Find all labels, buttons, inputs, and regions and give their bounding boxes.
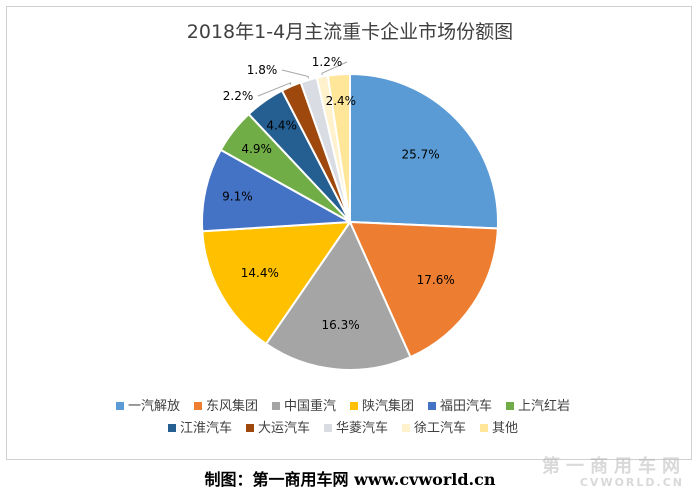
legend-swatch-jac — [168, 424, 176, 432]
legend-swatch-dayun — [246, 424, 254, 432]
leader-line-xcmg — [321, 61, 348, 76]
legend-label-other: 其他 — [492, 421, 518, 436]
chart-title: 2018年1-4月主流重卡企业市场份额图 — [187, 21, 513, 43]
legend-swatch-shaanxi — [350, 402, 358, 410]
legend-swatch-xcmg — [402, 424, 410, 432]
slice-labels: 25.7% 17.6% 16.3% 14.4% 9.1% 4.9% 4.4% 2.2% 1.8%… — [222, 55, 455, 332]
legend-label-shaanxi: 陕汽集团 — [362, 398, 414, 414]
footer-credit: 制图：第一商用车网 www.cvworld.cn — [204, 470, 496, 489]
slice-label-hualing: 1.8% — [247, 63, 278, 77]
legend-swatch-hualing — [324, 424, 332, 432]
legend-label-saic-hongyan: 上汽红岩 — [518, 398, 570, 414]
legend-label-dayun: 大运汽车 — [258, 420, 310, 436]
legend-swatch-sinotruk — [272, 402, 280, 410]
slice-label-sinotruk: 16.3% — [322, 318, 360, 332]
pie-slice-sinotruk — [264, 219, 412, 371]
slice-label-faw: 25.7% — [402, 147, 440, 161]
legend-swatch-faw — [116, 402, 124, 410]
slice-label-dongfeng: 17.6% — [417, 273, 455, 287]
legend-swatch-saic-hongyan — [506, 402, 514, 410]
legend-label-hualing: 华菱汽车 — [336, 420, 388, 436]
slice-label-dayun: 2.2% — [223, 89, 254, 103]
leader-line-hualing — [281, 69, 309, 79]
pie-slice-faw — [349, 72, 499, 230]
pie-slice-shaanxi — [201, 220, 352, 346]
slice-label-saic-hongyan: 4.9% — [241, 142, 272, 156]
legend-label-xcmg: 徐工汽车 — [414, 420, 466, 436]
leader-line-dayun — [257, 82, 292, 97]
slice-label-other: 2.4% — [326, 94, 357, 108]
legend-label-foton: 福田汽车 — [440, 398, 492, 414]
legend-label-sinotruk: 中国重汽 — [284, 398, 336, 414]
legend-label-faw: 一汽解放 — [128, 399, 180, 414]
slice-label-jac: 4.4% — [266, 118, 297, 132]
slice-label-foton: 9.1% — [222, 189, 253, 203]
legend-swatch-other — [480, 424, 488, 432]
pie-slice-other — [326, 72, 351, 223]
pie-slice-foton — [201, 148, 354, 233]
legend-label-jac: 江淮汽车 — [180, 420, 232, 436]
watermark-logo-sub: CVWORLD.CN — [579, 476, 684, 489]
slice-label-xcmg: 1.2% — [312, 55, 343, 69]
slice-label-shaanxi: 14.4% — [241, 266, 279, 280]
watermark-logo: 第一商用车网 — [542, 456, 686, 477]
pie-slice-dongfeng — [348, 220, 499, 359]
legend-swatch-dongfeng — [194, 402, 202, 410]
legend-swatch-foton — [428, 402, 436, 410]
leader-lines — [257, 61, 348, 97]
legend-label-dongfeng: 东风集团 — [206, 398, 258, 414]
pie-slices — [201, 72, 499, 371]
